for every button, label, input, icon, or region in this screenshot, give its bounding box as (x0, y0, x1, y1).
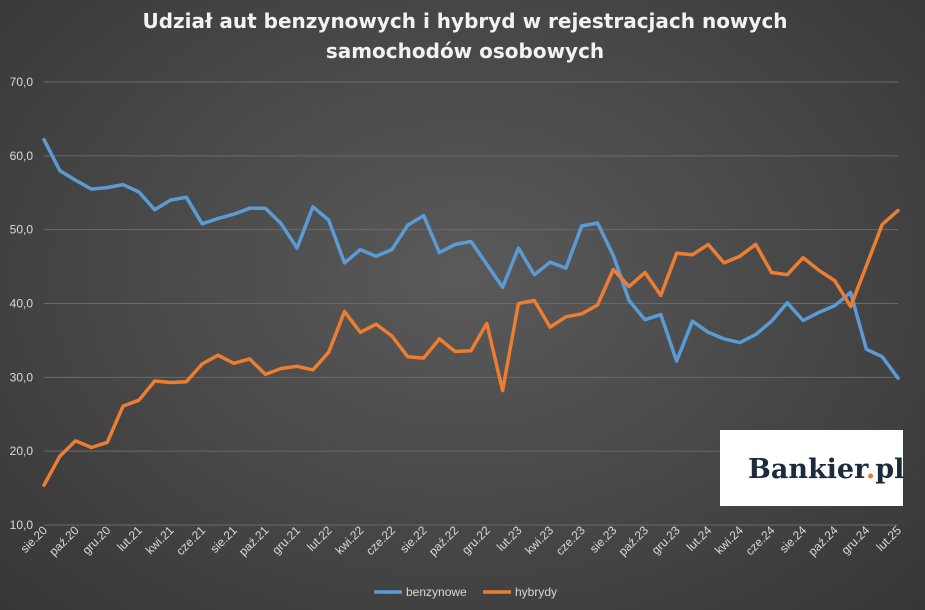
x-tick-label: sie.23 (587, 523, 620, 556)
y-tick-label: 60,0 (10, 149, 34, 163)
logo-text-tail: pl (875, 454, 904, 485)
x-tick-label: sie.22 (397, 523, 430, 556)
y-axis-ticks: 10,0 20,0 30,0 40,0 50,0 60,0 70,0 (10, 75, 34, 532)
series-lines (42, 137, 900, 487)
legend-label-hybrydy: hybrydy (515, 585, 557, 599)
y-tick-label: 70,0 (10, 75, 34, 89)
logo-text-main: Bankier (748, 454, 869, 485)
x-tick-label: sie.24 (777, 523, 810, 556)
x-tick-label: kwi.23 (522, 523, 556, 557)
x-tick-label: cze.22 (363, 523, 398, 558)
x-tick-label: gru.22 (459, 523, 493, 557)
x-tick-label: paź.21 (236, 523, 272, 559)
logo-text: Bankier.pl (748, 454, 904, 485)
legend-label-benzynowe: benzynowe (406, 585, 467, 599)
y-tick-label: 30,0 (10, 370, 34, 384)
chart-title-line-1: Udział aut benzynowych i hybryd w rejest… (142, 9, 787, 33)
x-tick-label: paź.24 (805, 523, 841, 559)
x-tick-label: paź.23 (616, 523, 652, 559)
series-line-benzynowe (42, 137, 900, 380)
logo-text-dot: . (866, 454, 875, 485)
x-tick-label: kwi.21 (143, 523, 177, 557)
x-tick-label: cze.21 (173, 523, 208, 558)
x-tick-label: lut.25 (873, 523, 904, 554)
x-tick-label: paź.20 (46, 523, 82, 559)
series-line-hybrydy (42, 208, 900, 487)
x-tick-label: lut.21 (114, 523, 145, 554)
x-tick-label: lut.24 (684, 523, 715, 554)
x-tick-label: gru.24 (839, 523, 873, 557)
y-tick-label: 20,0 (10, 444, 34, 458)
x-tick-label: sie.21 (207, 523, 240, 556)
chart-title: Udział aut benzynowych i hybryd w rejest… (142, 9, 787, 63)
x-tick-label: cze.24 (743, 523, 778, 558)
gridlines (44, 81, 898, 526)
logo-box (720, 430, 903, 506)
x-tick-label: cze.23 (553, 523, 588, 558)
x-tick-label: paź.22 (426, 523, 462, 559)
y-tick-label: 40,0 (10, 297, 34, 311)
y-tick-label: 50,0 (10, 223, 34, 237)
chart-title-line-2: samochodów osobowych (326, 39, 604, 63)
x-tick-label: lut.23 (494, 523, 525, 554)
x-tick-label: kwi.22 (332, 523, 366, 557)
x-tick-label: gru.21 (269, 523, 303, 557)
x-tick-label: kwi.24 (712, 523, 746, 557)
x-tick-label: gru.20 (79, 523, 113, 557)
x-tick-label: gru.23 (649, 523, 683, 557)
legend: benzynowe hybrydy (374, 585, 557, 599)
x-tick-label: lut.22 (304, 523, 335, 554)
y-tick-label: 10,0 (10, 518, 34, 532)
bankier-logo: Bankier.pl (720, 430, 904, 506)
